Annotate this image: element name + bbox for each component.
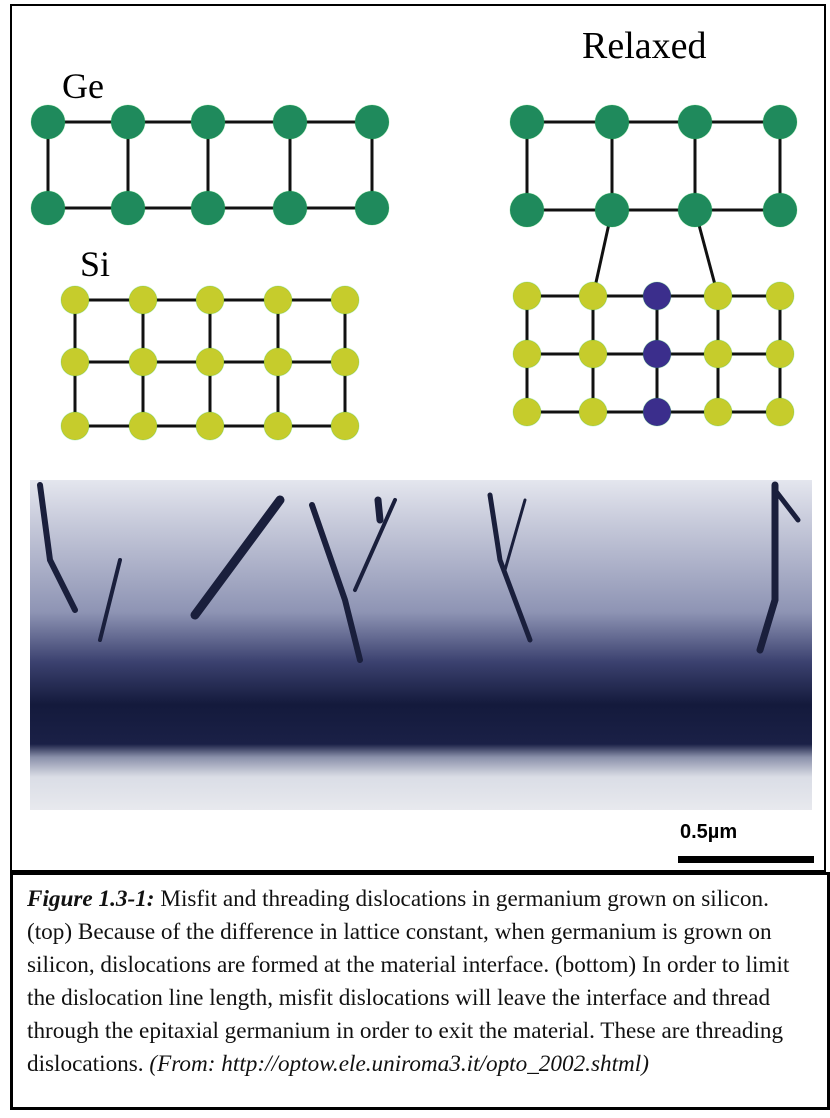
page: Ge Si Relaxed 0.5µm Figure 1.3-1: Misfit… [0,0,830,1118]
caption-label: Figure 1.3-1: [27,886,155,912]
caption: Figure 1.3-1: Misfit and threading dislo… [10,872,830,1110]
atom [766,340,794,368]
atom [355,191,389,225]
atom [513,282,541,310]
atom [264,348,292,376]
atom [513,398,541,426]
atom [763,105,797,139]
atom [273,191,307,225]
relaxed-label: Relaxed [582,25,707,67]
atom [678,105,712,139]
atom [595,193,629,227]
si-label: Si [80,244,110,284]
atom [643,398,671,426]
atom [264,286,292,314]
atom [61,286,89,314]
atom [61,412,89,440]
atom [355,105,389,139]
atom [704,340,732,368]
atom [643,282,671,310]
atom [31,191,65,225]
atom [331,412,359,440]
atom [704,398,732,426]
atom [129,286,157,314]
atom [579,398,607,426]
atom [766,282,794,310]
atom [196,348,224,376]
atom [763,193,797,227]
atom [513,340,541,368]
atom [704,282,732,310]
atom [331,348,359,376]
atom [766,398,794,426]
scale-bar-label: 0.5µm [680,821,737,843]
atom [31,105,65,139]
atom [111,191,145,225]
scale-bar [678,856,814,863]
atom [331,286,359,314]
caption-source: (From: http://optow.ele.uniroma3.it/opto… [149,1051,649,1077]
atom [264,412,292,440]
atom [191,105,225,139]
tem-image [30,480,812,810]
atom [643,340,671,368]
atom [196,286,224,314]
atom [111,105,145,139]
figure: Ge Si Relaxed 0.5µm [0,0,830,870]
atom [61,348,89,376]
atom [191,191,225,225]
atom [129,412,157,440]
caption-text: Misfit and threading dislocations in ger… [27,886,789,1077]
atom [579,340,607,368]
atom [510,105,544,139]
atom [678,193,712,227]
lattice-diagrams [31,105,797,440]
atom [273,105,307,139]
atom [196,412,224,440]
atom [579,282,607,310]
ge-label: Ge [62,66,104,106]
atom [129,348,157,376]
atom [595,105,629,139]
atom [510,193,544,227]
